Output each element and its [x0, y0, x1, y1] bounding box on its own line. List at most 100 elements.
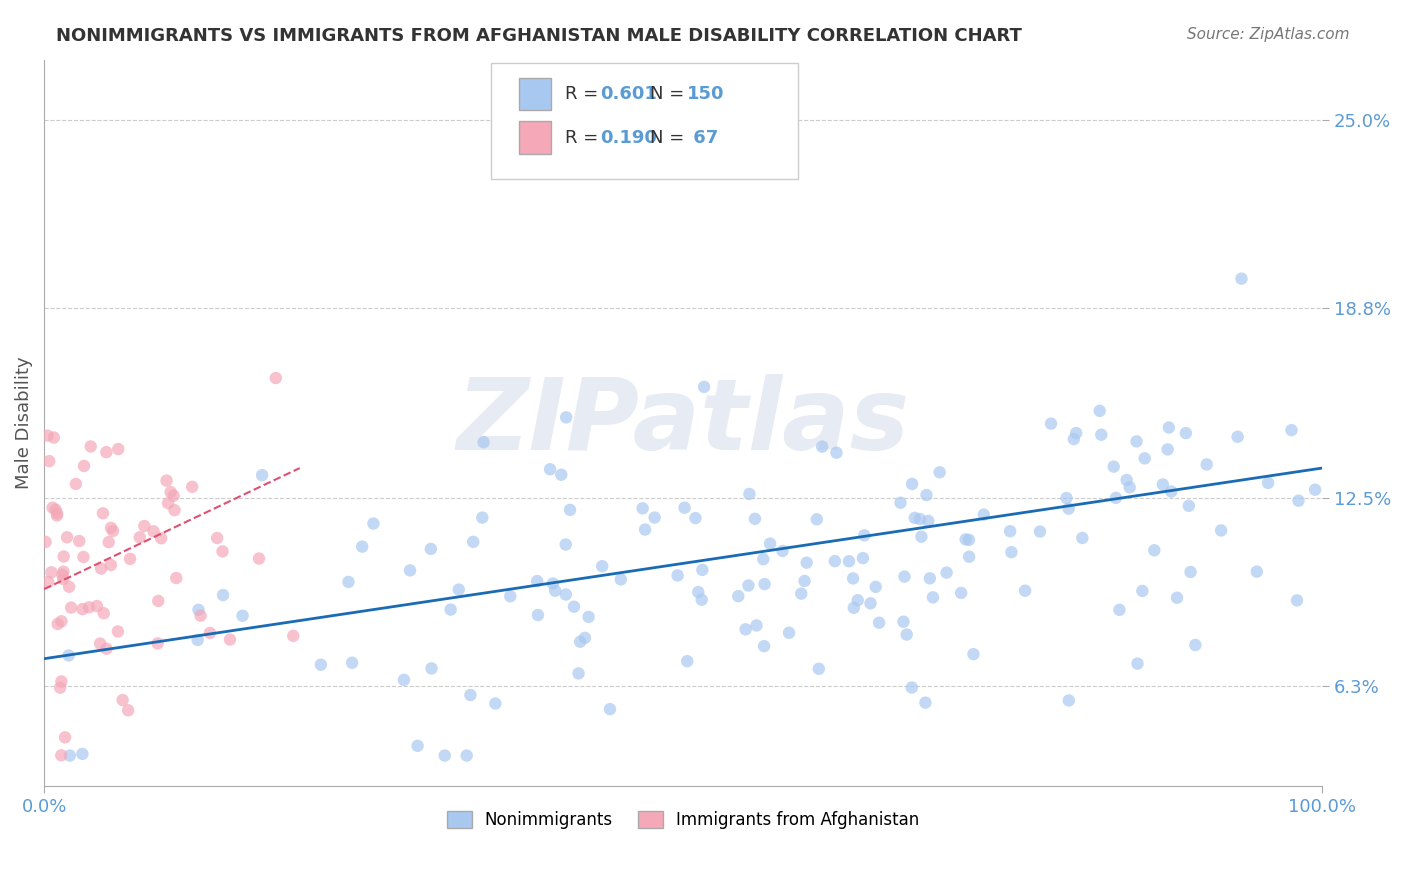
Nonimmigrants: [824, 554, 846, 568]
Nonimmigrants: [472, 435, 495, 450]
Immigrants from Afghanistan: [205, 531, 228, 545]
Nonimmigrants: [914, 696, 936, 710]
Nonimmigrants: [950, 586, 973, 600]
Nonimmigrants: [865, 580, 887, 594]
Nonimmigrants: [59, 748, 82, 763]
Nonimmigrants: [1029, 524, 1052, 539]
Immigrants from Afghanistan: [134, 519, 156, 533]
Nonimmigrants: [526, 574, 548, 588]
Nonimmigrants: [1246, 565, 1268, 579]
Immigrants from Afghanistan: [72, 602, 94, 616]
Nonimmigrants: [901, 681, 924, 695]
Nonimmigrants: [896, 627, 918, 641]
Immigrants from Afghanistan: [38, 454, 60, 468]
Nonimmigrants: [309, 657, 332, 672]
Text: Source: ZipAtlas.com: Source: ZipAtlas.com: [1187, 27, 1350, 42]
Nonimmigrants: [1071, 531, 1094, 545]
Nonimmigrants: [859, 596, 882, 610]
Nonimmigrants: [541, 576, 564, 591]
Immigrants from Afghanistan: [283, 629, 305, 643]
Nonimmigrants: [745, 618, 768, 632]
Nonimmigrants: [955, 533, 977, 547]
Immigrants from Afghanistan: [107, 442, 129, 456]
Immigrants from Afghanistan: [93, 606, 115, 620]
Nonimmigrants: [973, 508, 995, 522]
Nonimmigrants: [232, 608, 254, 623]
Nonimmigrants: [1143, 543, 1166, 558]
Immigrants from Afghanistan: [142, 524, 165, 539]
Nonimmigrants: [738, 487, 761, 501]
Nonimmigrants: [1281, 423, 1303, 437]
Immigrants from Afghanistan: [100, 558, 122, 572]
Nonimmigrants: [673, 500, 696, 515]
Immigrants from Afghanistan: [190, 608, 212, 623]
Immigrants from Afghanistan: [163, 503, 186, 517]
Nonimmigrants: [962, 647, 984, 661]
Immigrants from Afghanistan: [67, 534, 90, 549]
Immigrants from Afghanistan: [41, 566, 63, 580]
Nonimmigrants: [737, 578, 759, 592]
Nonimmigrants: [440, 602, 463, 616]
Immigrants from Afghanistan: [86, 599, 108, 613]
Nonimmigrants: [1156, 442, 1178, 457]
Nonimmigrants: [340, 656, 363, 670]
Immigrants from Afghanistan: [211, 544, 233, 558]
Immigrants from Afghanistan: [46, 507, 69, 521]
Nonimmigrants: [998, 524, 1021, 539]
Nonimmigrants: [1056, 491, 1078, 505]
Nonimmigrants: [471, 510, 494, 524]
Nonimmigrants: [908, 512, 931, 526]
Nonimmigrants: [631, 501, 654, 516]
Nonimmigrants: [460, 688, 482, 702]
Nonimmigrants: [904, 511, 927, 525]
Nonimmigrants: [212, 588, 235, 602]
Nonimmigrants: [1088, 404, 1111, 418]
Nonimmigrants: [406, 739, 429, 753]
Nonimmigrants: [1057, 501, 1080, 516]
Nonimmigrants: [754, 577, 776, 591]
Nonimmigrants: [574, 631, 596, 645]
Immigrants from Afghanistan: [90, 561, 112, 575]
Nonimmigrants: [1288, 493, 1310, 508]
Nonimmigrants: [1108, 603, 1130, 617]
Immigrants from Afghanistan: [53, 731, 76, 745]
Nonimmigrants: [567, 666, 589, 681]
Nonimmigrants: [935, 566, 957, 580]
Nonimmigrants: [692, 563, 714, 577]
Nonimmigrants: [838, 554, 860, 568]
Nonimmigrants: [759, 536, 782, 550]
Immigrants from Afghanistan: [72, 549, 94, 564]
Nonimmigrants: [666, 568, 689, 582]
Nonimmigrants: [1118, 480, 1140, 494]
Immigrants from Afghanistan: [80, 440, 103, 454]
Nonimmigrants: [569, 634, 592, 648]
Nonimmigrants: [392, 673, 415, 687]
Immigrants from Afghanistan: [45, 502, 67, 516]
Nonimmigrants: [825, 445, 848, 459]
Nonimmigrants: [1115, 473, 1137, 487]
Nonimmigrants: [790, 586, 813, 600]
Text: R =: R =: [565, 129, 605, 147]
Text: N =: N =: [650, 129, 690, 147]
Immigrants from Afghanistan: [51, 674, 73, 689]
Nonimmigrants: [889, 496, 911, 510]
Immigrants from Afghanistan: [51, 567, 73, 582]
Immigrants from Afghanistan: [128, 530, 150, 544]
Nonimmigrants: [1090, 427, 1112, 442]
Nonimmigrants: [1257, 475, 1279, 490]
Nonimmigrants: [915, 488, 938, 502]
Immigrants from Afghanistan: [34, 535, 56, 549]
Immigrants from Afghanistan: [73, 458, 96, 473]
Nonimmigrants: [1063, 432, 1085, 446]
Immigrants from Afghanistan: [46, 617, 69, 632]
Immigrants from Afghanistan: [58, 580, 80, 594]
Immigrants from Afghanistan: [157, 496, 180, 510]
Nonimmigrants: [693, 380, 716, 394]
Nonimmigrants: [554, 537, 576, 551]
Nonimmigrants: [554, 587, 576, 601]
Nonimmigrants: [752, 552, 775, 566]
Nonimmigrants: [538, 462, 561, 476]
Immigrants from Afghanistan: [155, 474, 177, 488]
Nonimmigrants: [744, 512, 766, 526]
Nonimmigrants: [727, 589, 749, 603]
